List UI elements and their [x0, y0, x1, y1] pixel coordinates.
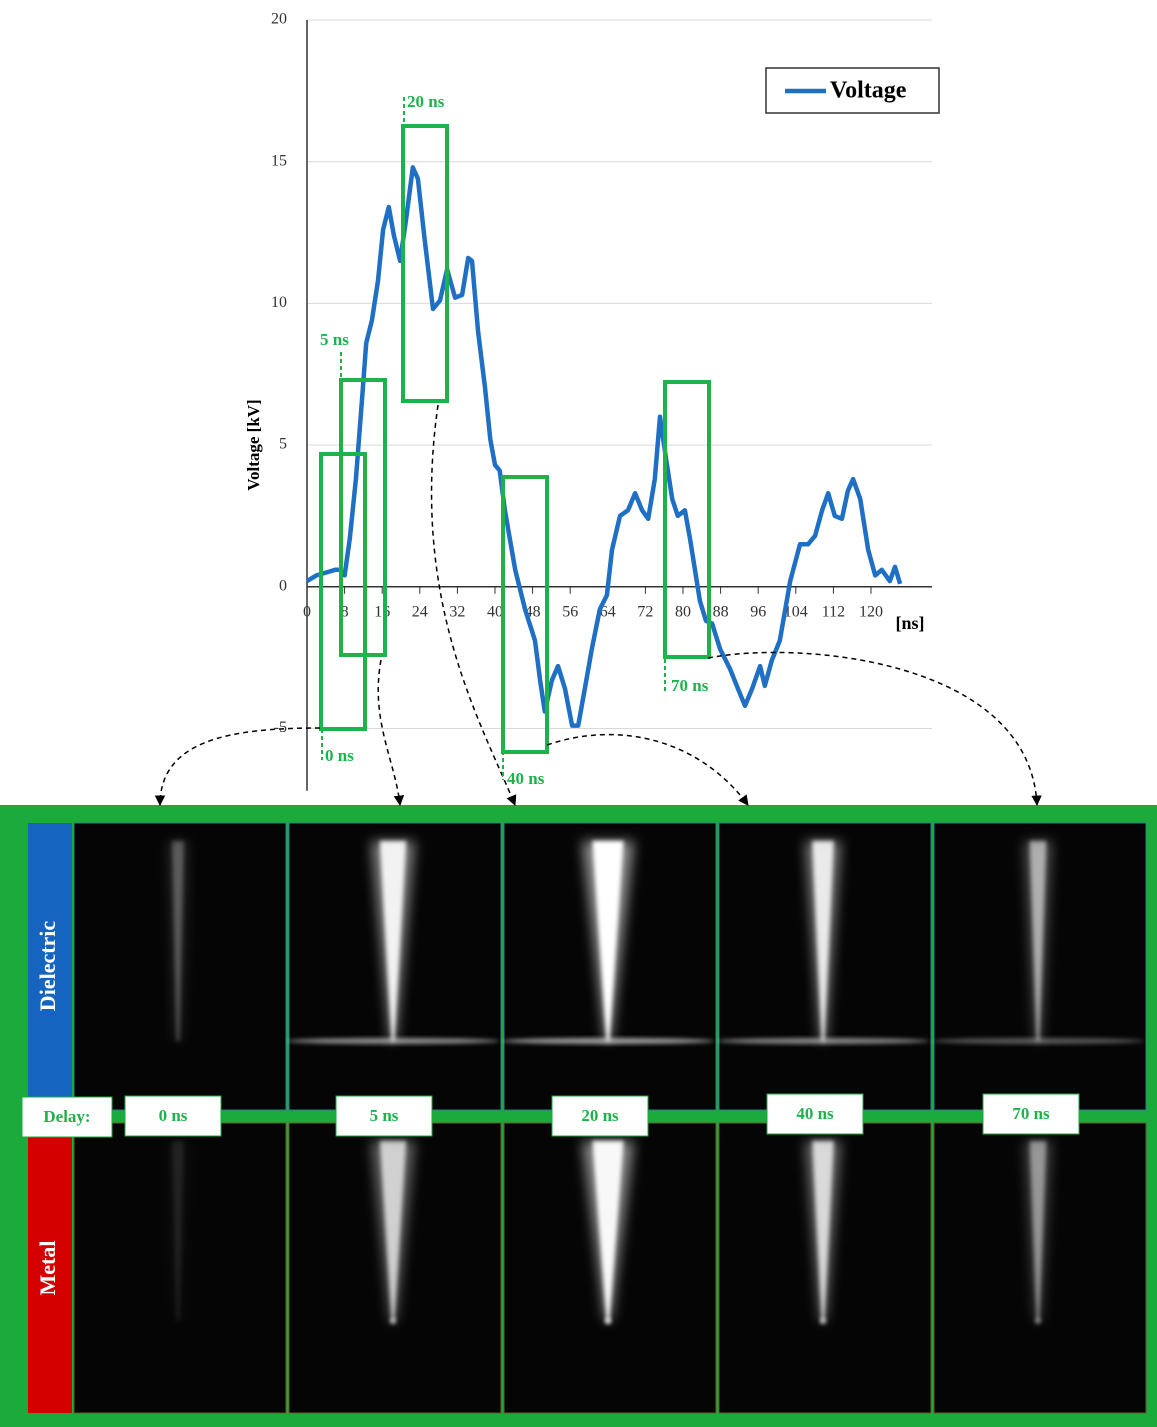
frame [934, 1123, 1146, 1413]
row-label: Metal [35, 1241, 60, 1296]
x-tick-label: 16 [374, 603, 390, 620]
highlight-label: 40 ns [507, 769, 545, 788]
x-tick-label: 56 [562, 603, 578, 620]
y-axis-title: Voltage [kV] [244, 399, 263, 490]
y-tick-label: -5 [274, 719, 287, 736]
link-arrow [378, 660, 400, 805]
frame [502, 823, 716, 1110]
delay-value: 20 ns [581, 1106, 619, 1125]
flare [502, 1038, 714, 1044]
y-tick-label: 5 [279, 436, 287, 453]
x-tick-label: 40 [487, 603, 503, 620]
legend-label: Voltage [830, 78, 907, 104]
x-tick-label: 96 [750, 603, 766, 620]
highlight-label: 5 ns [320, 330, 349, 349]
frame [289, 1123, 501, 1413]
frame [719, 1123, 931, 1413]
highlight-label: 0 ns [325, 746, 354, 765]
y-tick-label: 15 [271, 152, 287, 169]
delay-value: 0 ns [159, 1106, 188, 1125]
highlight-label: 70 ns [671, 676, 709, 695]
link-arrow [160, 728, 320, 805]
y-tick-label: 10 [271, 294, 287, 311]
y-tick-label: 20 [271, 11, 287, 28]
highlight-label: 20 ns [407, 92, 445, 111]
frame [504, 1123, 716, 1413]
frame [74, 823, 286, 1110]
y-tick-label: 0 [279, 577, 287, 594]
highlight-box [403, 126, 447, 401]
x-tick-label: 0 [303, 603, 311, 620]
x-tick-label: 80 [675, 603, 691, 620]
frame [932, 823, 1146, 1110]
frame [287, 823, 501, 1110]
tip [605, 1318, 611, 1324]
delay-value: 70 ns [1012, 1104, 1050, 1123]
x-tick-label: 112 [822, 603, 845, 620]
tip [390, 1318, 396, 1324]
flare [717, 1038, 929, 1044]
x-tick-label: 32 [449, 603, 465, 620]
x-axis-title: [ns] [895, 613, 924, 633]
figure: Voltage [kV] [ns] Dielectric Metal -5 0 5 1… [0, 0, 1157, 1427]
delay-value: 40 ns [796, 1104, 834, 1123]
delay-label: Delay: [43, 1107, 90, 1126]
x-tick-label: 24 [412, 603, 428, 620]
voltage-line [307, 167, 900, 725]
frame [74, 1123, 286, 1413]
x-tick-label: 72 [637, 603, 653, 620]
row-label: Dielectric [35, 921, 60, 1012]
flare [287, 1038, 499, 1044]
x-tick-label: 120 [859, 603, 883, 620]
flare [932, 1038, 1144, 1044]
delay-value: 5 ns [370, 1106, 399, 1125]
tip [1035, 1318, 1041, 1324]
frame [717, 823, 931, 1110]
tip [820, 1318, 826, 1324]
link-arrow [547, 735, 748, 805]
x-tick-label: 88 [713, 603, 729, 620]
